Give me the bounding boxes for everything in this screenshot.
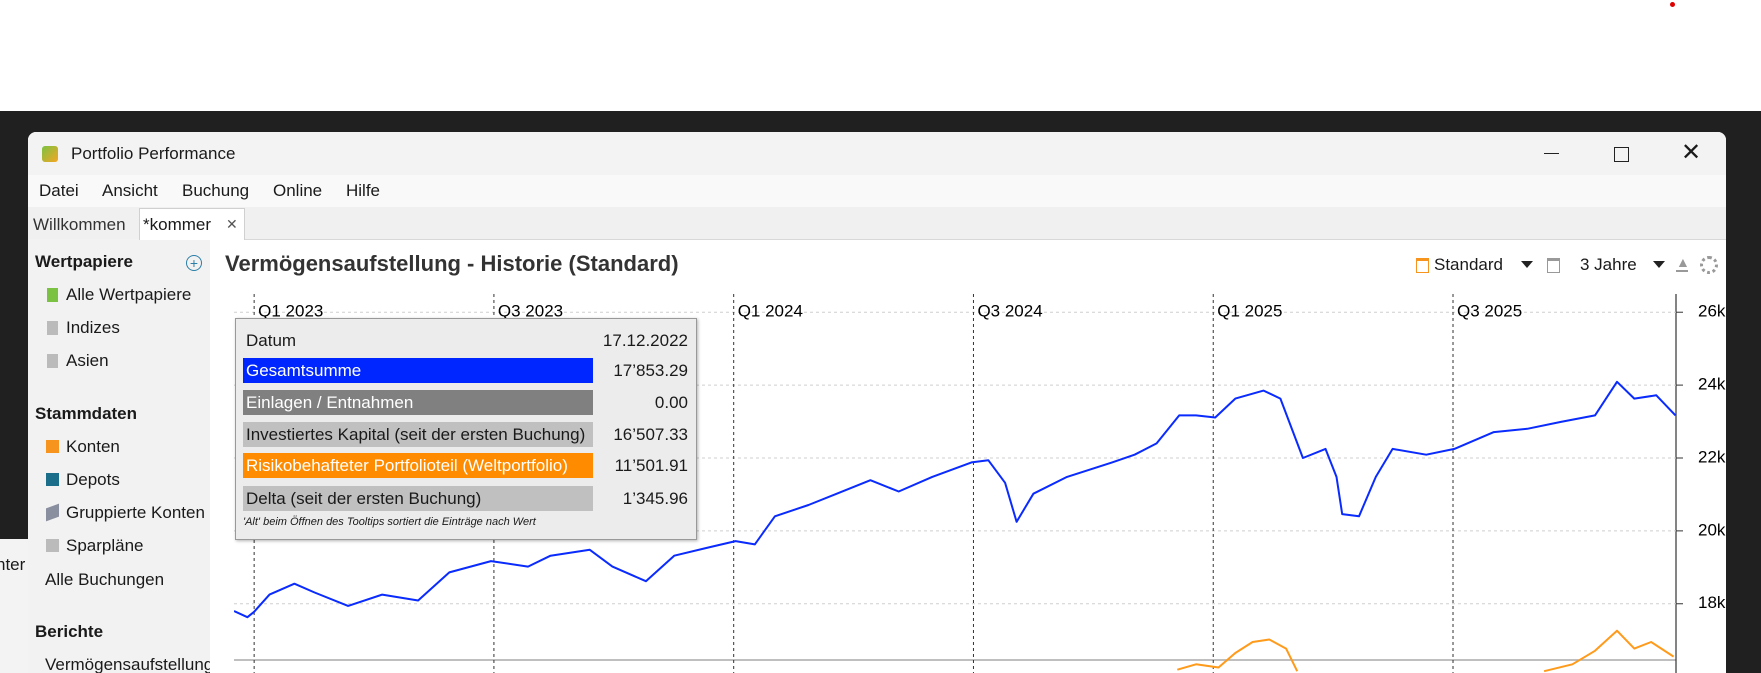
sidebar-item[interactable]: Konten	[66, 437, 120, 456]
sidebar-content: Wertpapiere + Alle Wertpapiere Indizes A…	[28, 239, 210, 673]
y-tick-label: 22k	[1698, 447, 1726, 466]
tooltip-label: Investiertes Kapital (seit der ersten Bu…	[243, 422, 593, 447]
background-window: nter	[0, 539, 28, 673]
add-button[interactable]: +	[186, 255, 202, 271]
view-title: Vermögensaufstellung - Historie (Standar…	[225, 251, 679, 276]
menu-item[interactable]: Online	[273, 181, 323, 200]
period-selector[interactable]: 3 Jahre	[1580, 255, 1637, 274]
tooltip: Datum 17.12.2022 Gesamtsumme 17’853.29 E…	[235, 318, 697, 540]
title-bar	[28, 132, 1726, 175]
tooltip-value: 16’507.33	[613, 425, 688, 444]
tooltip-label: Einlagen / Entnahmen	[243, 390, 593, 415]
item-icon	[46, 473, 59, 486]
menu-item[interactable]: Buchung	[182, 181, 250, 200]
y-tick-label: 26k	[1698, 302, 1726, 321]
x-tick-label: Q1 2024	[738, 301, 803, 320]
background-window-text: nter	[0, 555, 26, 574]
y-tick-label: 24k	[1698, 375, 1726, 394]
section-title: Berichte	[35, 622, 104, 641]
tooltip-value: 17’853.29	[613, 361, 688, 380]
sidebar-item[interactable]: Depots	[66, 470, 120, 489]
menu-item[interactable]: Hilfe	[346, 181, 381, 200]
dropdown-arrow[interactable]	[1521, 261, 1533, 268]
series-line	[1177, 629, 1675, 673]
tooltip-value: 17.12.2022	[602, 331, 688, 350]
x-tick-label: Q3 2025	[1457, 301, 1522, 320]
section-title: Stammdaten	[35, 404, 138, 423]
tab-label: *kommer	[143, 215, 212, 234]
x-tick-label: Q1 2025	[1217, 301, 1282, 320]
status-dot	[1670, 2, 1675, 7]
tooltip-label: Risikobehafteter Portfolioteil (Weltport…	[243, 453, 593, 478]
tab-active[interactable]: *kommer ✕	[139, 208, 245, 240]
tooltip-label: Datum	[246, 331, 297, 350]
maximize-button[interactable]	[1614, 147, 1629, 162]
menu-bar	[28, 175, 1726, 207]
tooltip-value: 0.00	[654, 393, 688, 412]
lines	[234, 380, 1676, 673]
item-icon	[47, 354, 58, 368]
period-icon	[1547, 258, 1560, 273]
y-tick-label: 18k	[1698, 593, 1726, 612]
tooltip-value: 11’501.91	[614, 456, 688, 475]
sidebar-item[interactable]: Alle Wertpapiere	[66, 285, 192, 304]
tab[interactable]: Willkommen	[33, 215, 126, 234]
sidebar-item[interactable]: Vermögensaufstellung	[45, 655, 210, 673]
sidebar	[28, 239, 210, 673]
series-line	[234, 380, 1676, 619]
tooltip-value: 1’345.96	[622, 489, 688, 508]
x-tick-label: Q3 2023	[498, 301, 563, 320]
sidebar-item[interactable]: Indizes	[66, 318, 120, 337]
section-title: Wertpapiere	[35, 252, 133, 271]
x-tick-label: Q3 2024	[977, 301, 1042, 320]
tooltip-label: Delta (seit der ersten Buchung)	[243, 486, 593, 511]
item-icon	[47, 288, 58, 302]
close-button[interactable]: ✕	[1681, 139, 1702, 166]
y-tick-label: 20k	[1698, 520, 1726, 539]
config-selector[interactable]: Standard	[1434, 255, 1503, 274]
export-button[interactable]: ▲	[1676, 254, 1690, 272]
tab-bar	[28, 207, 1726, 240]
sidebar-item[interactable]: Alle Buchungen	[45, 570, 165, 589]
sidebar-item[interactable]: Gruppierte Konten	[66, 503, 205, 522]
dropdown-arrow[interactable]	[1653, 261, 1665, 268]
menu-item[interactable]: Ansicht	[102, 181, 158, 200]
item-icon	[47, 321, 58, 335]
sidebar-item[interactable]: Sparpläne	[66, 536, 144, 555]
sidebar-item[interactable]: Asien	[66, 351, 109, 370]
menu-item[interactable]: Datei	[39, 181, 79, 200]
minimize-button[interactable]	[1544, 153, 1559, 154]
tick-labels: 18k 20k 22k 24k 26k	[1698, 302, 1726, 613]
tooltip-label: Gesamtsumme	[243, 358, 593, 383]
app-icon	[42, 146, 58, 162]
item-icon	[46, 440, 59, 453]
x-tick-label: Q1 2023	[258, 301, 323, 320]
config-icon	[1416, 258, 1429, 273]
tab-close[interactable]: ✕	[226, 216, 238, 232]
item-icon	[46, 539, 59, 552]
settings-button[interactable]	[1700, 256, 1718, 274]
tooltip-note: 'Alt' beim Öffnen des Tooltips sortiert …	[243, 516, 536, 528]
window-title: Portfolio Performance	[71, 144, 236, 163]
